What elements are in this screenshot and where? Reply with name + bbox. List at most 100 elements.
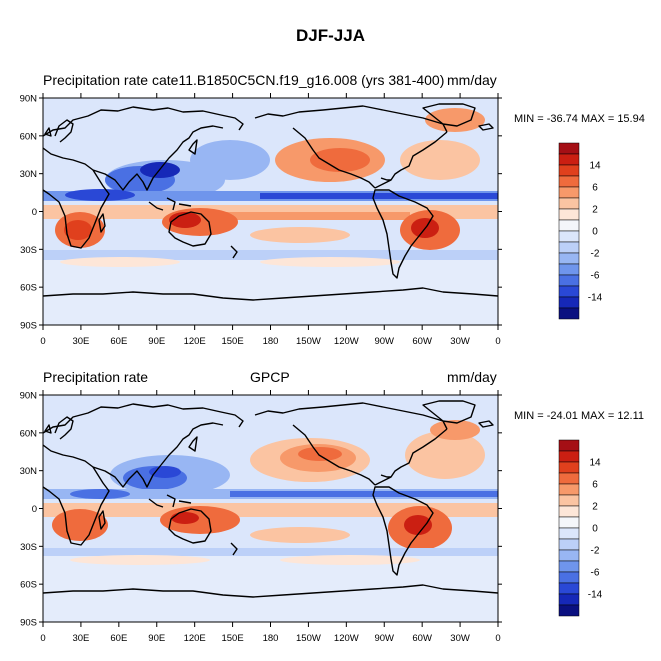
panel2-colorbar-segment	[558, 505, 580, 518]
panel2-colorbar-label: 2	[592, 502, 598, 513]
panel1-colorbar-segment	[558, 307, 580, 320]
panel2-colorbar-label: -14	[588, 590, 603, 601]
panel1-colorbar-label: -2	[591, 249, 600, 260]
panel2-colorbar-label: 6	[592, 480, 598, 491]
panel1-colorbar-segment	[558, 230, 580, 243]
panel1-colorbar-label: 0	[592, 227, 598, 238]
panel2-precip-field	[43, 395, 498, 622]
panel1-colorbar-segment	[558, 274, 580, 287]
panel1-colorbar-label: -6	[591, 271, 600, 282]
panel2-colorbar: 14 6 2 0 -2 -6 -14	[558, 439, 603, 617]
panel2-lat-label: 60N	[20, 428, 38, 439]
panel1-colorbar-segment	[558, 197, 580, 210]
panel1-lon-label: 0	[40, 336, 45, 347]
panel2-colorbar-segment	[558, 516, 580, 529]
panel2-lon-label: 0	[40, 633, 45, 644]
panel1-lon-label: 60E	[110, 336, 127, 347]
figure-title: DJF-JJA	[296, 26, 365, 45]
panel2-lat-label: 90S	[20, 618, 37, 629]
panel2-lon-label: 180	[263, 633, 279, 644]
panel2-units: mm/day	[447, 369, 497, 385]
panel2-colorbar-segment	[558, 604, 580, 617]
panel2-lon-label: 150E	[221, 633, 243, 644]
panel1-colorbar-segment	[558, 219, 580, 232]
panel1-colorbar-segment	[558, 175, 580, 188]
panel2-colorbar-segment	[558, 571, 580, 584]
panel1-lon-label: 60W	[412, 336, 432, 347]
panel1-lat-label: 90S	[20, 321, 37, 332]
panel2-colorbar-segment	[558, 472, 580, 485]
panel1-lon-label: 150E	[221, 336, 243, 347]
panel2-lon-label: 30W	[450, 633, 470, 644]
panel2-lon-label: 120W	[334, 633, 359, 644]
panel2-colorbar-label: 14	[589, 458, 601, 469]
panel2-colorbar-label: -2	[591, 546, 600, 557]
panel2-lat-label: 60S	[20, 580, 37, 591]
panel1-colorbar-label: -14	[588, 293, 603, 304]
panel2-left-label: Precipitation rate	[43, 369, 149, 385]
panel2-lon-label: 90W	[374, 633, 394, 644]
panel2-colorbar-segment	[558, 450, 580, 463]
panel1-colorbar-segment	[558, 186, 580, 199]
panel2-lat-label: 90N	[20, 391, 38, 402]
panel1-colorbar-segment	[558, 263, 580, 276]
panel1-colorbar-segment	[558, 252, 580, 265]
panel1-lat-label: 60S	[20, 283, 37, 294]
panel1-lon-label: 120E	[184, 336, 206, 347]
panel1-lat-label: 0	[32, 207, 37, 218]
panel1-lon-label: 120W	[334, 336, 359, 347]
panel1-colorbar-segment	[558, 285, 580, 298]
panel2-colorbar-segment	[558, 549, 580, 562]
panel2-lon-label: 30E	[72, 633, 89, 644]
panel2-lon-label: 60E	[110, 633, 127, 644]
panel1-lon-label: 0	[495, 336, 500, 347]
panel1-colorbar-segment	[558, 241, 580, 254]
panel1-colorbar-segment	[558, 208, 580, 221]
panel2-lon-label: 60W	[412, 633, 432, 644]
panel2-colorbar-segment	[558, 560, 580, 573]
panel1-lon-label: 30W	[450, 336, 470, 347]
panel1-lon-label: 90E	[148, 336, 165, 347]
panel1-center-label: cate11.B1850C5CN.f19_g16.008 (yrs 381-40…	[152, 72, 445, 88]
panel2-colorbar-segment	[558, 439, 580, 452]
panel1-lon-label: 90W	[374, 336, 394, 347]
panel2-colorbar-label: 0	[592, 524, 598, 535]
panel2-min-max: MIN = -24.01 MAX = 12.11	[514, 410, 645, 422]
panel1-lat-label: 30S	[20, 245, 37, 256]
panel1-left-label: Precipitation rate	[43, 72, 149, 88]
panel1-colorbar-label: 6	[592, 183, 598, 194]
panel2-map	[42, 394, 499, 623]
panel2-colorbar-segment	[558, 494, 580, 507]
panel1-lon-label: 180	[263, 336, 279, 347]
panel2-colorbar-segment	[558, 527, 580, 540]
panel1-map	[42, 97, 499, 326]
panel1-colorbar-segment	[558, 142, 580, 155]
panel1-lat-label: 30N	[20, 169, 38, 180]
panel2-colorbar-segment	[558, 593, 580, 606]
panel2-lat-label: 30N	[20, 466, 38, 477]
panel2-colorbar-segment	[558, 582, 580, 595]
panel2-lon-label: 0	[495, 633, 500, 644]
panel2-colorbar-segment	[558, 538, 580, 551]
panel1-colorbar-segment	[558, 164, 580, 177]
panel2-colorbar-label: -6	[591, 568, 600, 579]
panel2-lon-label: 90E	[148, 633, 165, 644]
panel2-lat-label: 30S	[20, 542, 37, 553]
panel2-colorbar-segment	[558, 483, 580, 496]
panel1-lon-label: 150W	[296, 336, 321, 347]
panel1-units: mm/day	[447, 72, 497, 88]
panel2-lat-label: 0	[32, 504, 37, 515]
panel1-lon-label: 30E	[72, 336, 89, 347]
panel2-center-label: GPCP	[250, 369, 290, 385]
panel1-lat-label: 60N	[20, 131, 38, 142]
panel2-lon-label: 120E	[184, 633, 206, 644]
panel1-colorbar-segment	[558, 296, 580, 309]
panel1-colorbar: 14 6 2 0 -2 -6 -14	[558, 142, 603, 320]
panel1-lat-label: 90N	[20, 94, 38, 105]
panel1-min-max: MIN = -36.74 MAX = 15.94	[514, 113, 645, 125]
panel2-colorbar-segment	[558, 461, 580, 474]
panel1-colorbar-segment	[558, 153, 580, 166]
